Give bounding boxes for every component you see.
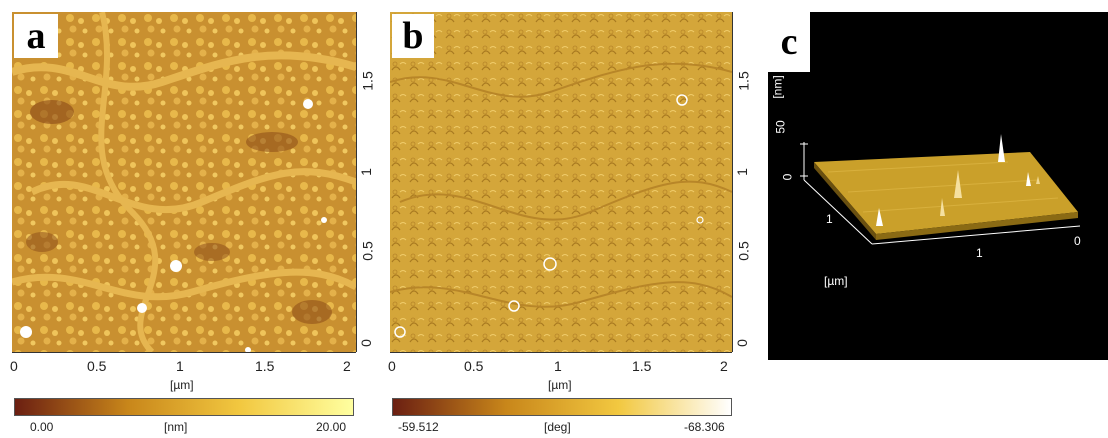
colorbar-max: -68.306	[684, 420, 725, 434]
y-tick: 1	[733, 168, 750, 176]
topography-image	[12, 12, 356, 352]
x-tick: 1	[554, 358, 562, 374]
left-axis-tick: 1	[826, 212, 833, 226]
y-tick: 1.5	[735, 71, 752, 91]
y-tick: 0.5	[359, 241, 376, 261]
y-tick: 0	[733, 339, 750, 347]
z-tick: 50	[773, 120, 788, 134]
y-tick: 1	[357, 168, 374, 176]
x-unit: [µm]	[170, 378, 194, 392]
x-tick: 2	[720, 358, 728, 374]
front-axis-tick: 1	[976, 246, 983, 260]
x-tick: 0.5	[464, 358, 484, 374]
right-axis	[732, 12, 733, 352]
x-tick: 2	[343, 358, 351, 374]
bottom-axis	[12, 352, 356, 353]
right-axis	[356, 12, 357, 352]
z-unit: [nm]	[770, 75, 785, 99]
x-tick: 0	[388, 358, 396, 374]
panel-letter-a: a	[14, 14, 58, 58]
x-tick: 0	[10, 358, 18, 374]
phase-image	[390, 12, 732, 352]
x-tick: 0.5	[87, 358, 107, 374]
3d-view-background	[768, 12, 1108, 360]
panel-letter-c: c	[768, 12, 810, 72]
y-tick: 1.5	[359, 71, 376, 91]
y-tick: 0	[357, 339, 374, 347]
3d-surface-plot	[800, 134, 1081, 245]
colorbar-min: 0.00	[30, 420, 54, 434]
x-tick: 1.5	[632, 358, 652, 374]
colorbar-unit: [nm]	[164, 420, 188, 434]
colorbar-unit: [deg]	[544, 420, 571, 434]
lateral-unit: [µm]	[824, 274, 848, 288]
colorbar-max: 20.00	[316, 420, 347, 434]
x-unit: [µm]	[548, 378, 572, 392]
x-tick: 1.5	[255, 358, 275, 374]
bottom-axis	[390, 352, 732, 353]
colorbar-min: -59.512	[398, 420, 439, 434]
phase-colorbar	[392, 398, 732, 416]
front-axis-tick: 0	[1074, 234, 1081, 248]
panel-letter-b: b	[392, 14, 434, 58]
z-tick: 0	[780, 173, 795, 181]
height-colorbar	[14, 398, 354, 416]
y-tick: 0.5	[735, 241, 752, 261]
x-tick: 1	[176, 358, 184, 374]
